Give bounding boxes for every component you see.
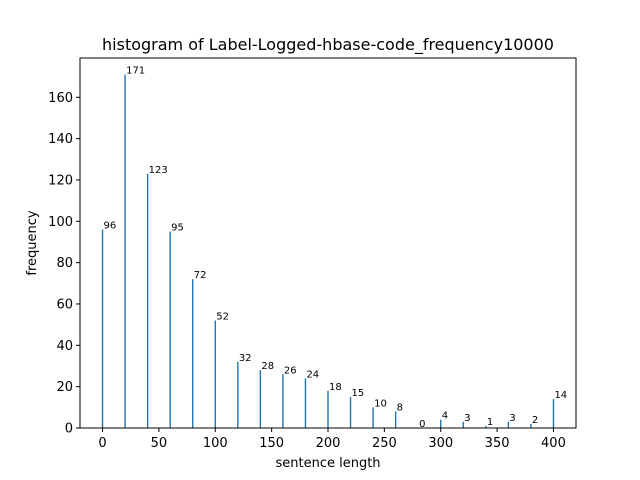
bar (372, 407, 374, 428)
x-tick-label: 300 (428, 436, 453, 451)
y-axis-label: frequency (25, 210, 40, 276)
plot-frame (79, 57, 577, 429)
data-label: 18 (329, 382, 342, 393)
bar (304, 378, 307, 428)
y-tick-label: 40 (56, 339, 73, 354)
y-tick-label: 140 (48, 132, 73, 147)
x-axis-label: sentence length (275, 456, 380, 471)
y-tick-label: 60 (56, 297, 73, 312)
y-tick-label: 100 (48, 215, 73, 230)
bar (327, 390, 329, 428)
data-label: 10 (374, 398, 387, 409)
data-label: 4 (442, 411, 448, 422)
y-tick-label: 80 (56, 256, 73, 271)
data-label: 95 (171, 223, 184, 234)
bar (101, 229, 104, 428)
bar (507, 421, 510, 428)
data-label: 72 (194, 270, 207, 281)
bar (485, 425, 487, 428)
data-label: 123 (149, 165, 168, 176)
x-tick-label: 250 (372, 436, 397, 451)
data-label: 96 (104, 221, 117, 232)
y-tick-label: 20 (56, 380, 73, 395)
bar (237, 361, 239, 428)
bar (349, 396, 352, 428)
bar (440, 419, 442, 428)
data-label: 52 (216, 312, 229, 323)
bar (282, 374, 284, 428)
data-label: 14 (554, 390, 567, 401)
bar (552, 399, 555, 428)
data-label: 15 (352, 388, 365, 399)
bar (192, 279, 194, 428)
data-label: 8 (397, 402, 403, 413)
bar-series (101, 74, 555, 428)
bar (394, 411, 397, 428)
bar (530, 423, 532, 428)
data-label: 3 (464, 413, 470, 424)
y-tick-label: 120 (48, 173, 73, 188)
data-label: 171 (126, 66, 145, 77)
data-label: 3 (509, 413, 515, 424)
x-tick-label: 100 (203, 436, 228, 451)
x-tick-label: 50 (151, 436, 168, 451)
data-label: 0 (419, 419, 425, 430)
x-tick-label: 150 (259, 436, 284, 451)
data-label: 32 (239, 353, 252, 364)
y-axis: 0 20 40 60 80 100 120 140 160 (48, 91, 80, 437)
bar (169, 231, 171, 428)
x-tick-label: 0 (98, 436, 106, 451)
y-tick-label: 160 (48, 91, 73, 106)
data-label: 28 (261, 361, 274, 372)
x-tick-label: 350 (485, 436, 510, 451)
data-label: 26 (284, 365, 297, 376)
data-label: 24 (306, 369, 319, 380)
x-tick-label: 400 (541, 436, 566, 451)
chart-title: histogram of Label-Logged-hbase-code_fre… (102, 35, 554, 55)
bar (146, 173, 149, 428)
bar (462, 421, 464, 428)
data-label: 2 (532, 415, 538, 426)
x-axis: 0 50 100 150 200 250 300 350 400 (98, 428, 566, 451)
bar (259, 370, 262, 428)
data-label: 1 (487, 417, 493, 428)
y-tick-label: 0 (65, 422, 73, 437)
bar (214, 320, 216, 428)
x-tick-label: 200 (316, 436, 341, 451)
bar (124, 74, 126, 428)
